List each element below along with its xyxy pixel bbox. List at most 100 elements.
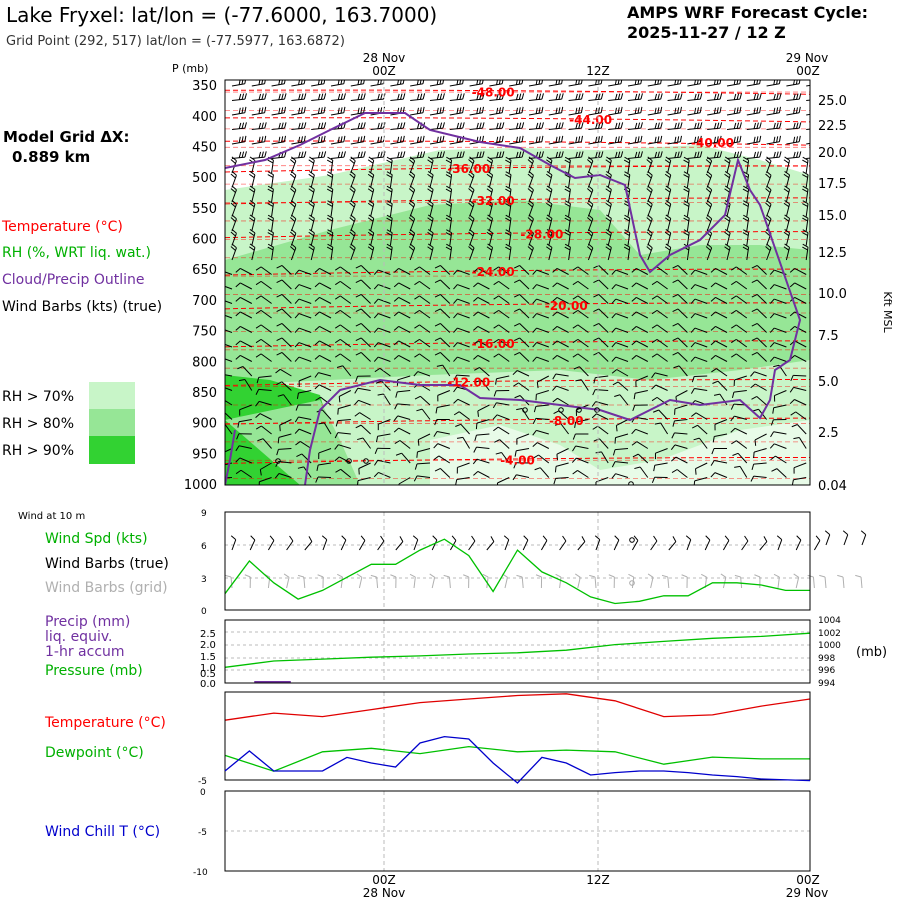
wind-barb-flag: [683, 185, 690, 190]
grid-wind-barb: [286, 577, 290, 589]
wind-barb-flag: [230, 159, 236, 164]
wind-barb-flag: [377, 93, 380, 100]
wind-barb: [726, 141, 740, 145]
wind-barb-flag: [705, 188, 711, 193]
wind-barb-flag: [739, 80, 742, 84]
wind-barb-flag: [267, 232, 274, 236]
wind-barb-flag: [593, 337, 600, 341]
temperature-contour-label: -4.00: [500, 453, 535, 467]
wind-barb-flag: [795, 107, 798, 114]
wind-barb-flag: [317, 93, 321, 100]
wind-barb: [398, 354, 411, 362]
wind-barb-flag: [660, 93, 663, 100]
wind-barb: [766, 112, 780, 116]
precip-tick-2.0: 2.0: [200, 640, 216, 651]
wind-barb: [608, 141, 622, 145]
wind-barb-flag: [487, 171, 493, 176]
wind-barb: [501, 452, 510, 464]
wind-barb: [449, 203, 453, 217]
wind-barb-flag: [409, 228, 415, 234]
wind-barb: [225, 448, 233, 453]
wind-barb-flag: [476, 107, 479, 114]
wind-barb: [667, 232, 672, 246]
wind-barb-flag: [600, 93, 604, 100]
wind-barb: [715, 282, 728, 290]
wind-barb-flag: [620, 151, 624, 158]
wind-barb-flag: [241, 107, 244, 114]
wind-barb: [793, 374, 807, 377]
wind-barb-flag: [716, 122, 720, 129]
wind-barb: [706, 204, 713, 217]
wind-barb-flag: [595, 80, 597, 85]
wind-barb-flag: [819, 136, 820, 142]
wind-barb: [231, 112, 245, 116]
wind-barb: [319, 340, 332, 348]
wind-barb-flag: [683, 217, 690, 222]
wind-barb: [279, 419, 292, 426]
wind-barb-flag: [617, 107, 620, 114]
wind-barb-flag: [367, 246, 374, 251]
wind-barb-flag: [739, 122, 742, 129]
wind-barb-flag: [751, 279, 758, 283]
grid-wind-barb: [740, 576, 743, 589]
pressure-tick: 700: [192, 294, 217, 309]
wind-barb-flag: [674, 122, 677, 129]
wind-barb-flag: [416, 451, 418, 458]
wind-barb-flag: [408, 173, 414, 179]
wind-barb-flag: [595, 136, 598, 143]
wind-barb-flag: [637, 80, 640, 85]
wind-barb-flag: [258, 80, 261, 85]
wind-barb: [775, 455, 787, 464]
wind-barb-flag: [699, 135, 702, 142]
wind-barb-flag: [323, 135, 326, 142]
surface-wind-barb: [668, 541, 677, 551]
wind-barb-flag: [230, 202, 236, 208]
wind-barb: [608, 156, 622, 159]
wind-barb: [429, 98, 443, 101]
wind-barb-flag: [532, 284, 537, 290]
wind-barb-flag: [759, 106, 762, 113]
precip-tick-0.5: 0.5: [200, 669, 216, 680]
wind-barb: [291, 112, 305, 116]
wind-barb-flag: [434, 352, 441, 356]
wind-barb-flag: [377, 151, 380, 158]
wind-barb: [575, 419, 589, 423]
surface-wind-barb-flag: [451, 535, 457, 541]
wind-barb-flag: [334, 444, 339, 450]
wind-barb-flag: [249, 188, 255, 193]
wind-barb-flag: [512, 370, 518, 376]
wind-barb-flag: [694, 136, 697, 143]
wind-barb: [437, 390, 450, 396]
wind-barb-flag: [462, 106, 465, 113]
wind-barb-flag: [680, 151, 683, 158]
temperature-panel: -5: [198, 691, 811, 787]
wind-barb: [271, 98, 285, 101]
wind-barb-flag: [317, 151, 321, 158]
wind-barb-flag: [784, 200, 790, 205]
wind-barb-flag: [256, 377, 260, 384]
wind-barb-flag: [279, 425, 281, 432]
wind-barb-flag: [743, 214, 749, 219]
wind-barb: [319, 325, 332, 333]
wind-barb-flag: [244, 80, 247, 84]
wind-barb-flag: [408, 231, 414, 237]
wind-barb: [509, 98, 523, 101]
wind-barb: [399, 440, 411, 449]
wind-barb-flag: [558, 80, 561, 85]
wind-barb: [667, 218, 672, 232]
wind-barb-flag: [475, 379, 482, 383]
wind-barb-flag: [386, 229, 393, 234]
wind-barb: [577, 280, 589, 290]
wind-barb-flag: [657, 107, 660, 114]
wind-barb: [627, 83, 641, 87]
wind-barb-flag: [784, 214, 790, 219]
wind-barb-flag: [713, 107, 716, 114]
wind-barb: [678, 365, 688, 377]
surface-wind-barb-flag: [432, 535, 438, 541]
wind-barb: [291, 127, 305, 130]
wind-barb: [225, 285, 233, 290]
wind-barb-flag: [647, 185, 653, 191]
wind-barb: [598, 279, 609, 290]
wind-barb-flag: [386, 156, 393, 161]
wind-barb: [579, 366, 589, 377]
